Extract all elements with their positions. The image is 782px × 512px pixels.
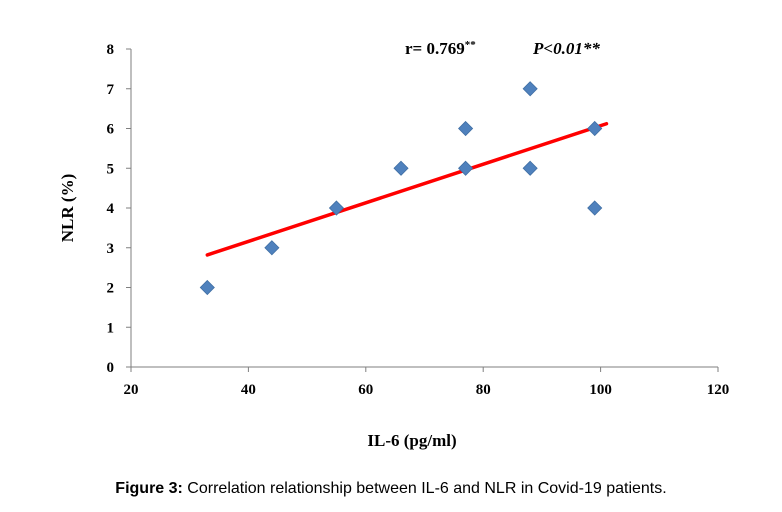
y-tick-label: 3 [107,241,115,257]
x-tick-label: 60 [358,382,373,398]
data-point [587,120,603,137]
x-tick-label: 100 [589,382,612,398]
y-tick-label: 7 [107,82,115,98]
p-value-annotation: P<0.01** [532,39,600,58]
data-point [458,120,474,137]
axes [126,48,719,372]
data-point [587,200,603,216]
y-tick-label: 0 [107,360,115,376]
data-point [264,240,280,256]
x-tick-label: 40 [241,382,256,398]
y-tick-label: 8 [107,42,115,58]
figure-caption: Figure 3: Correlation relationship betwe… [0,480,782,498]
x-tick-label: 20 [124,382,139,398]
data-point [522,81,538,97]
data-point [458,160,474,176]
y-tick-label: 4 [107,201,115,217]
trendline-group [205,121,609,257]
correlation-r-sig: ** [465,39,477,51]
data-point [328,200,345,216]
y-axis-title: NLR (%) [58,174,77,242]
caption-label: Figure 3: [115,480,183,497]
data-points [199,81,603,296]
trendline [205,121,609,257]
data-point [199,279,215,296]
caption-text: Correlation relationship between IL-6 an… [182,480,667,497]
y-tick-label: 2 [107,281,115,297]
data-point [393,160,409,176]
correlation-annotation: r= 0.769** [405,39,476,58]
x-tick-labels: 20 40 60 80 100 120 [124,382,730,398]
x-tick-label: 120 [707,382,730,398]
y-tick-labels: 0 1 2 3 4 5 6 7 8 [107,42,115,376]
x-axis-title: IL-6 (pg/ml) [367,431,456,450]
y-tick-label: 6 [107,122,115,138]
correlation-r: r= 0.769 [405,39,465,58]
data-point [522,160,538,176]
y-tick-label: 1 [107,320,115,336]
scatter-chart: 20 40 60 80 100 120 0 1 2 3 4 5 6 7 8 IL-6 (pg/ml) NL… [58,39,730,450]
y-tick-label: 5 [107,161,115,177]
x-tick-label: 80 [476,382,491,398]
